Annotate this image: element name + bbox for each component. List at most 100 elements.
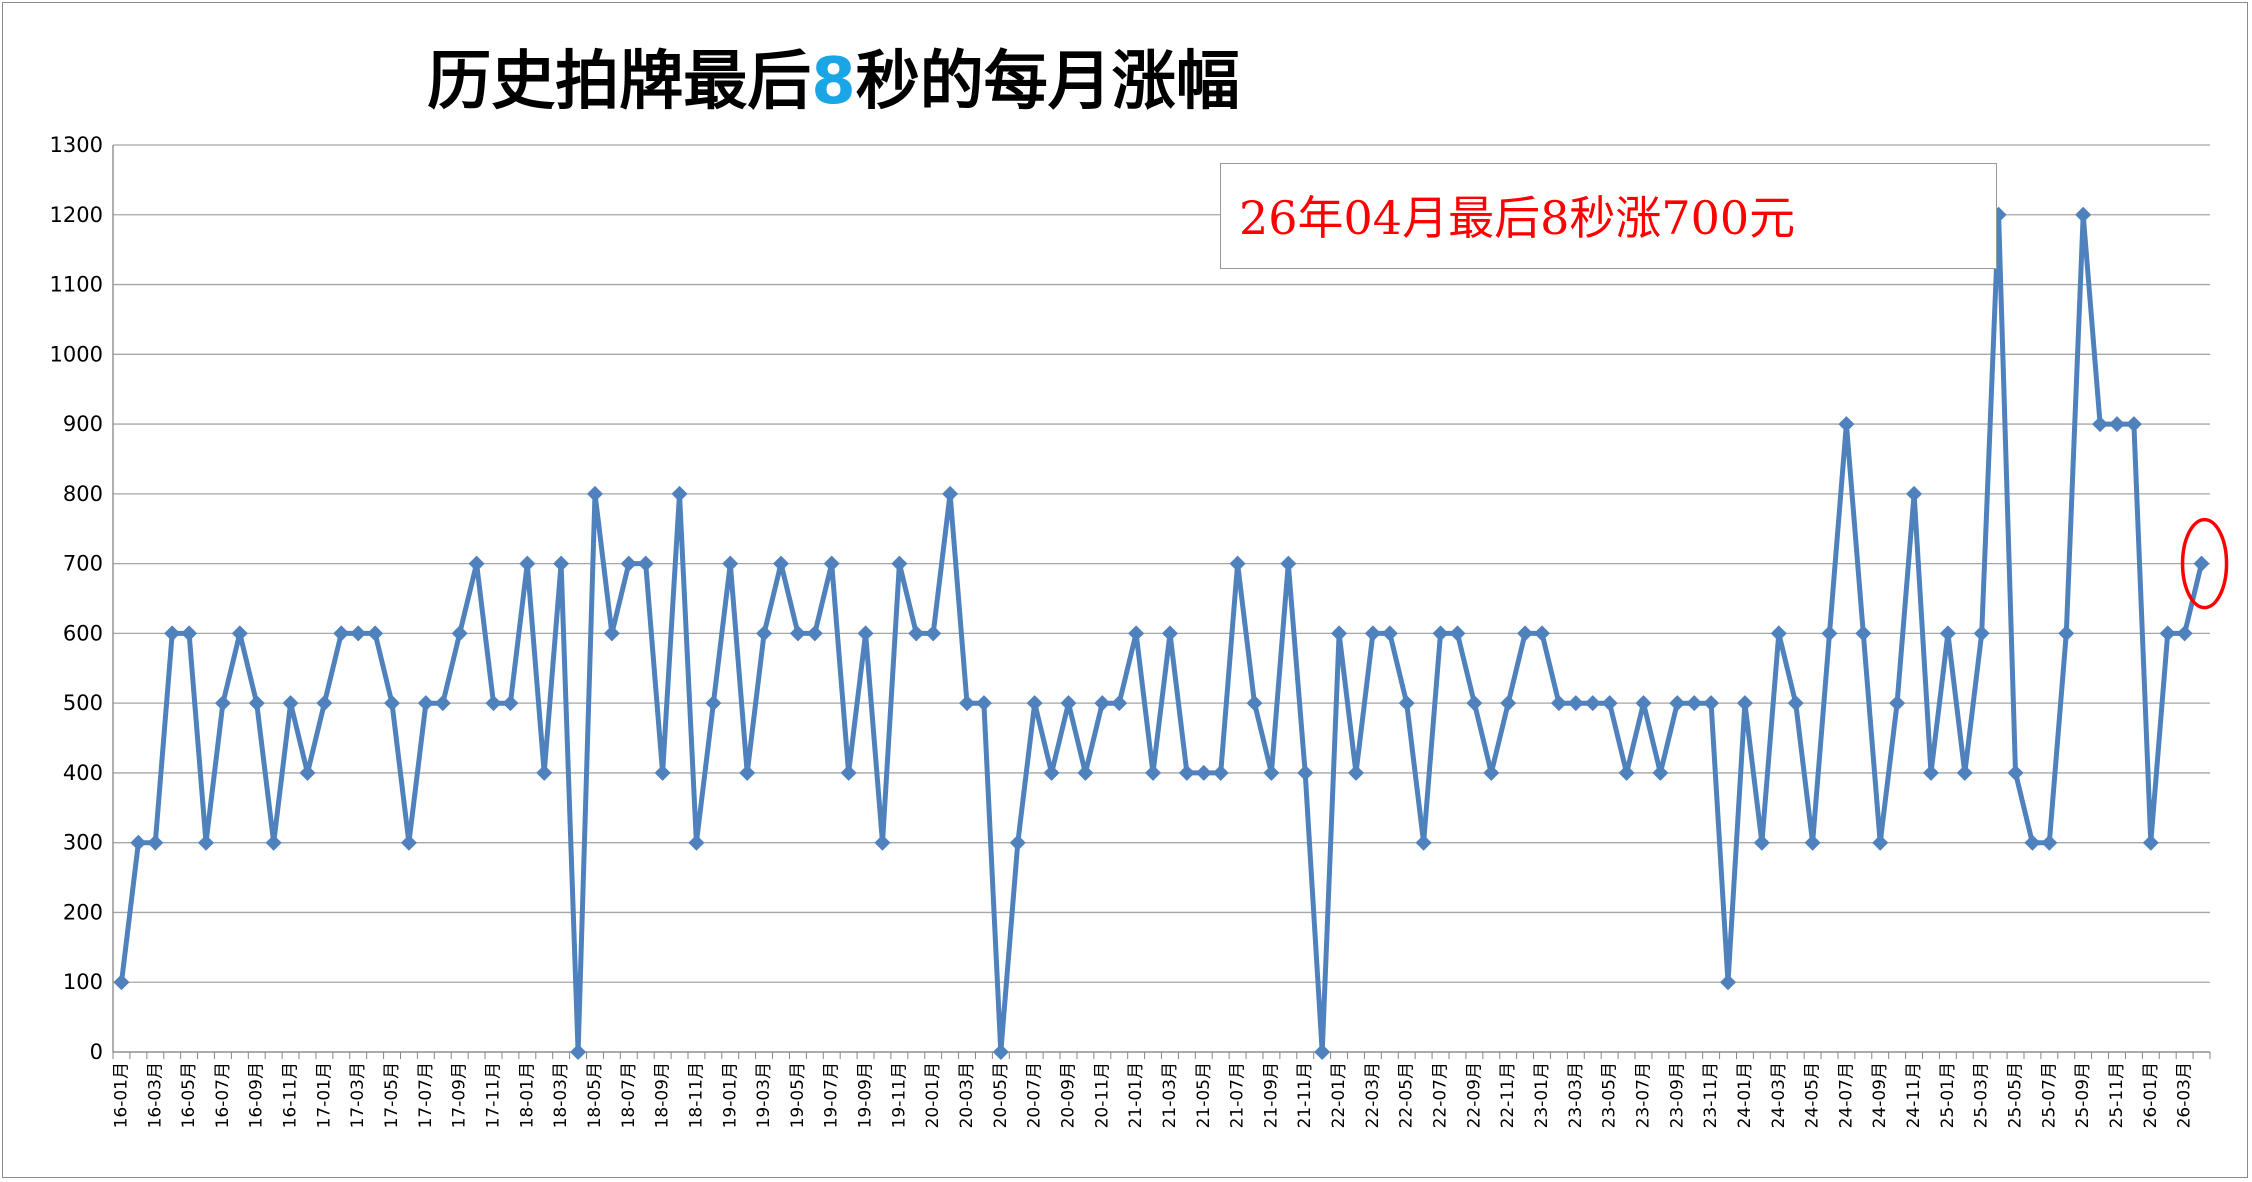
x-tick-label: 17-09月 (450, 1062, 470, 1128)
data-point (2058, 625, 2075, 642)
data-point (536, 764, 553, 781)
data-point (1229, 555, 1246, 572)
x-tick-label: 17-11月 (484, 1062, 504, 1128)
data-point (2108, 416, 2125, 433)
x-tick-label: 22-05月 (1397, 1062, 1417, 1128)
x-tick-label: 19-05月 (788, 1062, 808, 1128)
x-tick-label: 18-03月 (551, 1062, 571, 1128)
x-tick-label: 23-09月 (1667, 1062, 1687, 1128)
x-tick-label: 16-11月 (281, 1062, 301, 1128)
data-point (1770, 625, 1787, 642)
x-tick-label: 16-03月 (145, 1062, 165, 1128)
x-tick-label: 20-07月 (1025, 1062, 1045, 1128)
y-tick-label: 100 (63, 970, 103, 994)
chart-title-prefix: 历史拍牌最后 (427, 44, 812, 119)
data-point (1500, 695, 1517, 712)
data-point (1872, 834, 1889, 851)
y-tick-label: 900 (63, 412, 103, 436)
data-point (384, 695, 401, 712)
data-point (1922, 764, 1939, 781)
data-point (1669, 695, 1686, 712)
data-point (1601, 695, 1618, 712)
data-point (181, 625, 198, 642)
data-point (214, 695, 231, 712)
x-tick-label: 16-07月 (213, 1062, 233, 1128)
x-tick-label: 16-05月 (179, 1062, 199, 1128)
data-point (1939, 625, 1956, 642)
x-tick-label: 25-11月 (2107, 1062, 2127, 1128)
data-point (654, 764, 671, 781)
y-tick-label: 0 (90, 1040, 103, 1064)
data-point (2159, 625, 2176, 642)
data-point (1720, 974, 1737, 991)
data-point (1449, 625, 1466, 642)
chart-title-highlight: 8 (811, 45, 856, 119)
x-tick-label: 23-05月 (1600, 1062, 1620, 1128)
x-tick-label: 25-09月 (2073, 1062, 2093, 1128)
data-point (265, 834, 282, 851)
data-point (553, 555, 570, 572)
x-tick-label: 18-01月 (517, 1062, 537, 1128)
x-tick-label: 20-01月 (923, 1062, 943, 1128)
data-point (231, 625, 248, 642)
data-point (1652, 764, 1669, 781)
data-point (1432, 625, 1449, 642)
data-point (2075, 206, 2092, 223)
x-tick-label: 24-01月 (1735, 1062, 1755, 1128)
data-point (282, 695, 299, 712)
data-point (789, 625, 806, 642)
data-point (1331, 625, 1348, 642)
data-point (739, 764, 756, 781)
data-point (1077, 764, 1094, 781)
x-tick-label: 18-07月 (619, 1062, 639, 1128)
data-point (823, 555, 840, 572)
data-point (1787, 695, 1804, 712)
data-point (1804, 834, 1821, 851)
data-point (603, 625, 620, 642)
y-tick-label: 1000 (50, 342, 103, 366)
x-tick-label: 21-03月 (1160, 1062, 1180, 1128)
x-tick-label: 21-11月 (1295, 1062, 1315, 1128)
data-point (1280, 555, 1297, 572)
data-point (1297, 764, 1314, 781)
data-point (1145, 764, 1162, 781)
x-tick-label: 16-09月 (247, 1062, 267, 1128)
x-tick-label: 20-11月 (1092, 1062, 1112, 1128)
x-tick-label: 24-03月 (1769, 1062, 1789, 1128)
data-point (942, 485, 959, 502)
data-point (570, 1044, 587, 1060)
x-tick-label: 22-01月 (1329, 1062, 1349, 1128)
x-tick-label: 24-11月 (1904, 1062, 1924, 1128)
y-tick-label: 200 (63, 900, 103, 924)
data-point (1686, 695, 1703, 712)
data-point (1364, 625, 1381, 642)
data-point (1567, 695, 1584, 712)
data-point (434, 695, 451, 712)
x-tick-label: 24-05月 (1803, 1062, 1823, 1128)
data-point (1635, 695, 1652, 712)
x-tick-label: 18-05月 (585, 1062, 605, 1128)
data-point (756, 625, 773, 642)
data-point (1415, 834, 1432, 851)
data-point (1736, 695, 1753, 712)
data-point (400, 834, 417, 851)
data-point (2024, 834, 2041, 851)
x-tick-label: 20-05月 (991, 1062, 1011, 1128)
data-point (840, 764, 857, 781)
y-tick-label: 800 (63, 482, 103, 506)
x-tick-label: 17-01月 (314, 1062, 334, 1128)
x-tick-label: 20-09月 (1058, 1062, 1078, 1128)
annotation-box: 26年04月最后8秒涨700元 (1220, 163, 1997, 269)
x-tick-label: 23-07月 (1633, 1062, 1653, 1128)
y-tick-label: 400 (63, 761, 103, 785)
data-point (671, 485, 688, 502)
data-point (1161, 625, 1178, 642)
data-point (519, 555, 536, 572)
data-point (1128, 625, 1145, 642)
data-point (316, 695, 333, 712)
data-point (1584, 695, 1601, 712)
data-point (1956, 764, 1973, 781)
data-point (586, 485, 603, 502)
y-tick-label: 1200 (50, 203, 103, 227)
data-point (2142, 834, 2159, 851)
